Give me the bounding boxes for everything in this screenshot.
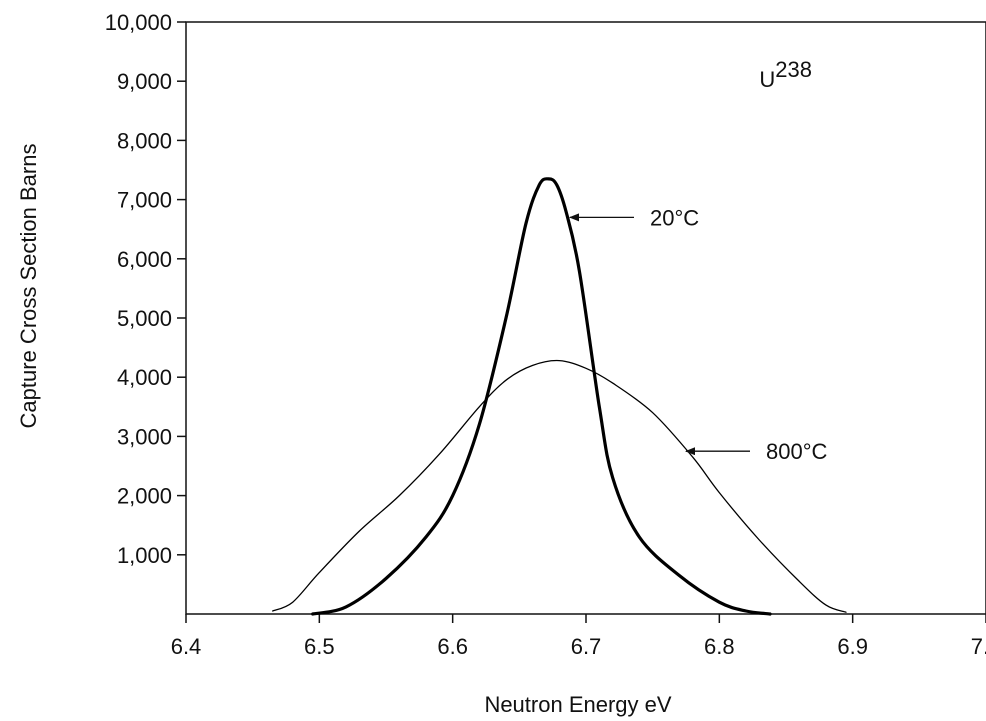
y-tick-label: 4,000 <box>117 365 172 390</box>
isotope-label: U238 <box>759 57 812 92</box>
y-axis-ticks: 1,000 2,000 3,000 4,000 5,000 6,000 7,000 8,000… <box>105 10 186 568</box>
x-tick-label: 7.0 <box>971 634 986 659</box>
x-axis-title: Neutron Energy eV <box>484 692 671 717</box>
y-tick-label: 5,000 <box>117 306 172 331</box>
y-tick-label: 2,000 <box>117 484 172 509</box>
x-tick-label: 6.5 <box>304 634 335 659</box>
series-line-20c <box>311 177 772 616</box>
y-tick-label: 3,000 <box>117 424 172 449</box>
series-line-800c <box>272 359 847 613</box>
y-tick-label: 7,000 <box>117 188 172 213</box>
y-tick-label: 1,000 <box>117 543 172 568</box>
y-tick-label: 10,000 <box>105 10 172 35</box>
y-axis-title: Capture Cross Section Barns <box>16 144 41 429</box>
isotope-symbol: U <box>759 67 775 92</box>
annotation-layer: U238 20°C 800°C <box>569 57 828 464</box>
x-tick-label: 6.8 <box>704 634 735 659</box>
series-annotation-label: 800°C <box>766 439 828 464</box>
x-tick-label: 6.6 <box>437 634 468 659</box>
y-tick-label: 9,000 <box>117 69 172 94</box>
series-layer <box>272 177 847 616</box>
series-annotation-label: 20°C <box>650 205 699 230</box>
x-tick-label: 6.7 <box>571 634 602 659</box>
y-tick-label: 6,000 <box>117 247 172 272</box>
x-tick-label: 6.9 <box>837 634 868 659</box>
x-tick-label: 6.4 <box>171 634 202 659</box>
isotope-mass-number: 238 <box>775 57 812 82</box>
x-axis-ticks: 6.4 6.5 6.6 6.7 6.8 6.9 7.0 <box>171 614 986 659</box>
y-tick-label: 8,000 <box>117 128 172 153</box>
